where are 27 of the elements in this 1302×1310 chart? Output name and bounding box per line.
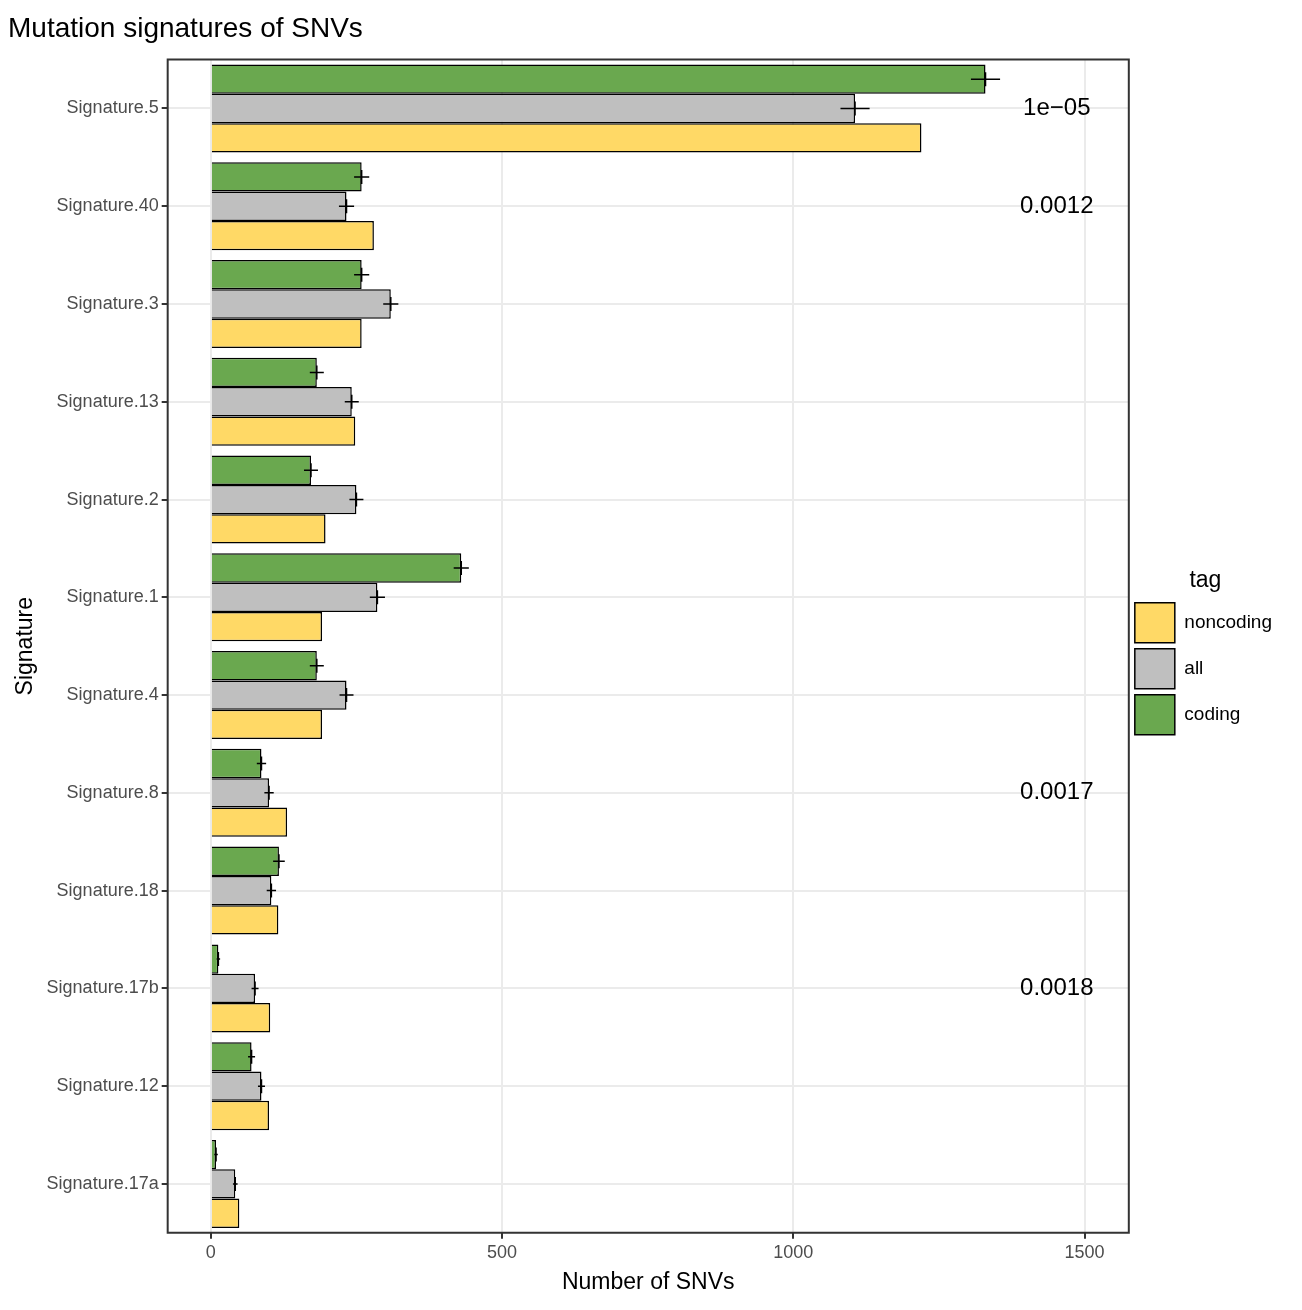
x-tick-label: 1000 [773,1241,814,1262]
x-axis-title: Number of SNVs [561,1267,735,1294]
legend-label: all [1184,657,1204,679]
x-tick-label: 0 [205,1241,216,1262]
x-tick-label: 500 [487,1241,518,1262]
annotation: 0.0018 [1020,973,1094,1001]
y-tick-label: Signature.3 [66,292,159,313]
legend-label: coding [1184,703,1241,725]
x-tick-label: 1500 [1064,1241,1105,1262]
y-tick-label: Signature.4 [66,684,159,705]
annotation: 1e−05 [1023,93,1091,121]
y-tick-label: Signature.1 [66,586,159,607]
y-tick-label: Signature.17a [46,1172,160,1193]
y-tick-label: Signature.8 [66,781,159,802]
legend-label: noncoding [1184,611,1273,633]
y-tick-label: Signature.5 [66,97,159,118]
annotation: 0.0012 [1020,190,1094,218]
y-tick-label: Signature.40 [56,195,159,216]
chart-title: Mutation signatures of SNVs [8,11,363,43]
annotation: 0.0017 [1020,777,1094,805]
y-tick-label: Signature.17b [46,977,159,998]
y-tick-label: Signature.13 [56,390,159,411]
y-axis-title: Signature [11,596,38,696]
legend-title: tag [1189,566,1222,593]
y-tick-label: Signature.12 [56,1075,159,1096]
y-tick-label: Signature.2 [66,488,159,509]
y-tick-label: Signature.18 [56,879,159,900]
